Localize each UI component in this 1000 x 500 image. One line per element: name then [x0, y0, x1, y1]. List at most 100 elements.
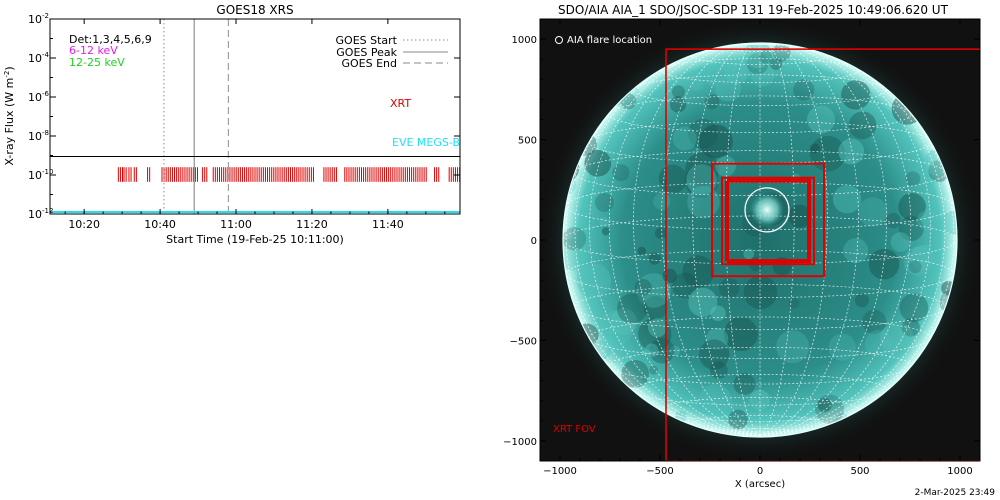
legend-goes-peak-label: GOES Peak — [336, 46, 397, 59]
grid-latitude-line — [608, 346, 912, 385]
aia-y-tick-label-4: −1000 — [503, 437, 537, 448]
solar-texture-blob — [686, 164, 718, 196]
solar-texture-blob — [899, 293, 929, 323]
solar-texture-blob — [648, 252, 661, 265]
solar-texture-blob — [688, 118, 719, 149]
goes-x-tick-label-4: 11:40 — [372, 218, 404, 231]
grid-latitude-line — [725, 428, 795, 437]
solar-texture-blob — [636, 273, 671, 308]
grid-latitude-line — [661, 396, 859, 422]
xrt-pointing-box-1 — [721, 176, 815, 266]
goes-y-tick-label-2: 10-8 — [28, 129, 49, 143]
solar-texture-blob — [612, 164, 630, 182]
solar-texture-blob — [601, 227, 611, 236]
eve-megs-label: EVE MEGS-B — [392, 136, 460, 149]
goes-x-tick-label-0: 10:20 — [68, 218, 100, 231]
grid-longitude-line — [759, 43, 795, 436]
aia-chart-title: SDO/AIA AIA_1 SDO/JSOC-SDP 131 19-Feb-20… — [558, 3, 949, 17]
band-label-6-12: 6-12 keV — [69, 44, 118, 57]
goes-x-axis-label: Start Time (19-Feb-25 10:11:00) — [166, 233, 344, 246]
goes-x-tick-label-3: 11:20 — [296, 218, 328, 231]
solar-texture-blob — [788, 298, 800, 309]
solar-texture-blob — [750, 61, 775, 87]
solar-texture-blob — [807, 105, 836, 134]
solar-texture-blob — [672, 272, 698, 299]
solar-texture-blob — [858, 197, 888, 227]
solar-texture-blob — [769, 57, 783, 70]
aia-x-tick-label-3: 500 — [850, 466, 869, 477]
aia-x-tick-label-1: −500 — [646, 466, 673, 477]
solar-texture-blob — [901, 318, 920, 337]
solar-texture-blob — [715, 155, 736, 177]
grid-latitude-line — [692, 47, 828, 65]
solar-texture-blob — [688, 287, 718, 317]
goes-xrs-panel: GOES18 XRS 10:20 10:40 11:00 11:20 11:40 10-1… — [3, 3, 461, 246]
solar-texture-blob — [843, 238, 869, 264]
aia-x-tick-label-2: 0 — [757, 466, 763, 477]
solar-texture-blob — [709, 361, 728, 379]
solar-texture-blob — [793, 79, 815, 101]
aia-legend: AIA flare location — [555, 35, 652, 46]
solar-texture-blob — [705, 71, 721, 86]
aia-panel: SDO/AIA AIA_1 SDO/JSOC-SDP 131 19-Feb-20… — [503, 3, 981, 490]
footer-timestamp: 2-Mar-2025 23:49 — [915, 488, 996, 498]
solar-texture-blob — [832, 185, 862, 214]
legend-goes-start-label: GOES Start — [336, 34, 398, 47]
solar-texture-blob — [809, 143, 820, 154]
solar-texture-blob — [879, 325, 905, 350]
grid-latitude-line — [608, 95, 912, 134]
aia-y-tick-label-0: 1000 — [512, 35, 537, 46]
goes-x-tick-label-1: 10:40 — [144, 218, 176, 231]
grid-longitude-line — [759, 43, 828, 436]
goes-chart-title: GOES18 XRS — [216, 3, 293, 17]
goes-plot-frame — [49, 18, 461, 215]
aia-x-axis-label: X (arcsec) — [735, 479, 785, 490]
solar-texture-blob — [917, 210, 938, 231]
solar-texture-blob — [890, 232, 911, 252]
xrt-pointing-box-2 — [725, 180, 809, 262]
aia-x-tick-label-0: −1000 — [543, 466, 577, 477]
aia-legend-label: AIA flare location — [567, 35, 652, 46]
grid-longitude-line — [608, 43, 761, 436]
aia-y-tick-label-2: 0 — [531, 236, 537, 247]
grid-longitude-line — [589, 43, 761, 436]
aia-y-tick-label-3: −500 — [510, 336, 537, 347]
solar-texture-blob — [772, 43, 791, 62]
goes-x-tick-label-2: 11:00 — [220, 218, 252, 231]
flare-legend-circle-icon — [555, 36, 563, 44]
solar-texture-blob — [854, 293, 870, 308]
solar-texture-blob — [598, 310, 634, 346]
goes-y-axis-label: X-ray Flux (W m-2) — [3, 66, 16, 165]
solar-texture-blob — [649, 338, 675, 364]
grid-longitude-line — [633, 43, 761, 436]
solar-texture-blob — [685, 152, 719, 187]
solar-texture-blob — [828, 333, 856, 361]
solar-texture-blob — [723, 317, 758, 352]
solar-texture-blob — [643, 295, 668, 320]
solar-texture-blob — [699, 124, 733, 159]
solar-texture-blob — [715, 75, 742, 102]
aia-plot-frame — [539, 18, 981, 462]
solar-texture-blob — [658, 164, 688, 194]
solar-texture-blob — [749, 389, 770, 411]
goes-y-tick-label-4: 10-4 — [28, 51, 50, 65]
solar-texture-blob — [909, 260, 922, 274]
solar-texture-blob — [637, 246, 647, 256]
solar-texture-blob — [576, 263, 612, 298]
goes-y-tick-label-5: 10-2 — [28, 12, 49, 26]
solar-texture-blob — [706, 327, 729, 350]
aia-y-tick-label-1: 500 — [518, 136, 537, 147]
solar-texture-blob — [898, 192, 926, 221]
grid-longitude-line — [759, 43, 887, 436]
solar-texture-blob — [809, 135, 846, 172]
solar-texture-blob — [746, 52, 769, 75]
solar-texture-blob — [910, 244, 937, 271]
solar-texture-blob — [672, 126, 697, 151]
solar-texture-blob — [710, 305, 726, 321]
grid-longitude-line — [759, 43, 912, 436]
solar-texture-blob — [905, 171, 921, 187]
goes-y-tick-label-1: 10-10 — [28, 168, 53, 182]
solar-texture-blob — [690, 77, 704, 91]
solar-texture-blob — [743, 248, 755, 260]
solar-texture-blob — [687, 185, 720, 219]
